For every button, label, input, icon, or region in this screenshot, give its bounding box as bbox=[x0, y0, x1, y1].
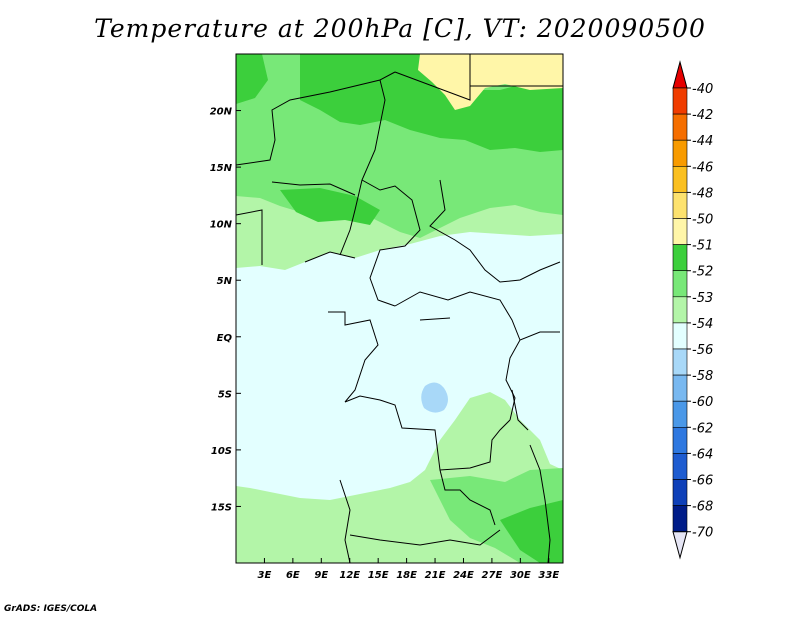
y-tick-label: 15N bbox=[210, 163, 233, 174]
colorbar-label: -66 bbox=[692, 474, 713, 489]
x-tick-label: 12E bbox=[339, 570, 360, 581]
y-tick-label: 15S bbox=[211, 502, 232, 513]
field-band-50-northeast bbox=[418, 54, 563, 110]
x-tick-label: 27E bbox=[482, 570, 503, 581]
colorbar-label: -44 bbox=[692, 134, 713, 149]
colorbar-swatch bbox=[672, 479, 688, 506]
y-tick-label: 5S bbox=[218, 389, 232, 400]
colorbar-swatch bbox=[672, 322, 688, 350]
colorbar-label: -42 bbox=[692, 108, 713, 123]
colorbar-label: -50 bbox=[692, 213, 713, 228]
colorbar-label: -64 bbox=[692, 447, 713, 462]
field-band-51-west bbox=[236, 54, 268, 104]
colorbar-swatch bbox=[672, 453, 688, 480]
x-tick-label: 6E bbox=[286, 570, 300, 581]
x-tick-label: 15E bbox=[368, 570, 389, 581]
colorbar-label: -53 bbox=[692, 291, 713, 306]
colorbar-label: -68 bbox=[692, 500, 713, 515]
x-tick-label: 30E bbox=[510, 570, 531, 581]
chart-title: Temperature at 200hPa [C], VT: 202009050… bbox=[94, 14, 706, 43]
colorbar-swatch bbox=[672, 374, 688, 402]
colorbar-swatch bbox=[672, 192, 688, 219]
x-axis: 3E 6E 9E 12E 15E 18E 21E 24E 27E 30E 33E bbox=[258, 558, 559, 581]
y-tick-label: EQ bbox=[217, 333, 233, 344]
colorbar-swatch bbox=[672, 244, 688, 272]
x-tick-label: 33E bbox=[538, 570, 559, 581]
colorbar-label: -46 bbox=[692, 160, 713, 175]
colorbar-swatch bbox=[672, 296, 688, 324]
plot-frame bbox=[235, 53, 564, 564]
colorbar-label: -51 bbox=[692, 239, 713, 254]
colorbar-swatch bbox=[672, 139, 688, 167]
colorbar-swatch bbox=[672, 505, 688, 533]
y-tick-label: 5N bbox=[217, 276, 233, 287]
field-band-54-central bbox=[236, 232, 563, 500]
colorbar-label: -56 bbox=[692, 343, 713, 358]
x-tick-label: 9E bbox=[314, 570, 328, 581]
y-tick-label: 10S bbox=[211, 446, 232, 457]
colorbar-swatch bbox=[672, 166, 688, 193]
colorbar-label: -70 bbox=[692, 526, 713, 541]
colorbar-label: -60 bbox=[692, 395, 713, 410]
colorbar-swatch bbox=[672, 218, 688, 245]
y-tick-label: 20N bbox=[210, 107, 233, 118]
colorbar-top-arrow bbox=[672, 60, 688, 89]
colorbar-label: -52 bbox=[692, 265, 713, 280]
y-axis: 20N 15N 10N 5N EQ 5S 10S 15S bbox=[210, 107, 241, 513]
country-borders bbox=[236, 54, 563, 563]
colorbar-swatch bbox=[672, 113, 688, 141]
colorbar-label: -62 bbox=[692, 421, 713, 436]
x-tick-label: 24E bbox=[453, 570, 474, 581]
colorbar-swatch bbox=[672, 270, 688, 298]
x-tick-label: 3E bbox=[258, 570, 272, 581]
plot-area bbox=[236, 54, 563, 563]
colorbar-swatch bbox=[672, 348, 688, 376]
credit-label: GrADS: IGES/COLA bbox=[4, 604, 98, 614]
x-tick-label: 18E bbox=[396, 570, 417, 581]
field-band-51-northcenter bbox=[280, 188, 380, 225]
colorbar-swatch bbox=[672, 426, 688, 454]
colorbar-bottom-arrow bbox=[672, 531, 688, 560]
colorbar-label: -40 bbox=[692, 82, 713, 97]
colorbar-swatch bbox=[672, 87, 688, 115]
x-tick-label: 21E bbox=[425, 570, 446, 581]
colorbar-label: -54 bbox=[692, 317, 713, 332]
colorbar-swatch bbox=[672, 400, 688, 428]
field-band-56-lake-region bbox=[421, 382, 448, 413]
colorbar: -40 -42 -44 -46 -48 -50 -51 -52 -53 -54 -56 -58 -60 -… bbox=[672, 60, 713, 560]
y-tick-label: 10N bbox=[210, 220, 233, 231]
colorbar-label: -48 bbox=[692, 186, 713, 201]
field-band-51-north bbox=[300, 54, 563, 152]
colorbar-label: -58 bbox=[692, 369, 713, 384]
